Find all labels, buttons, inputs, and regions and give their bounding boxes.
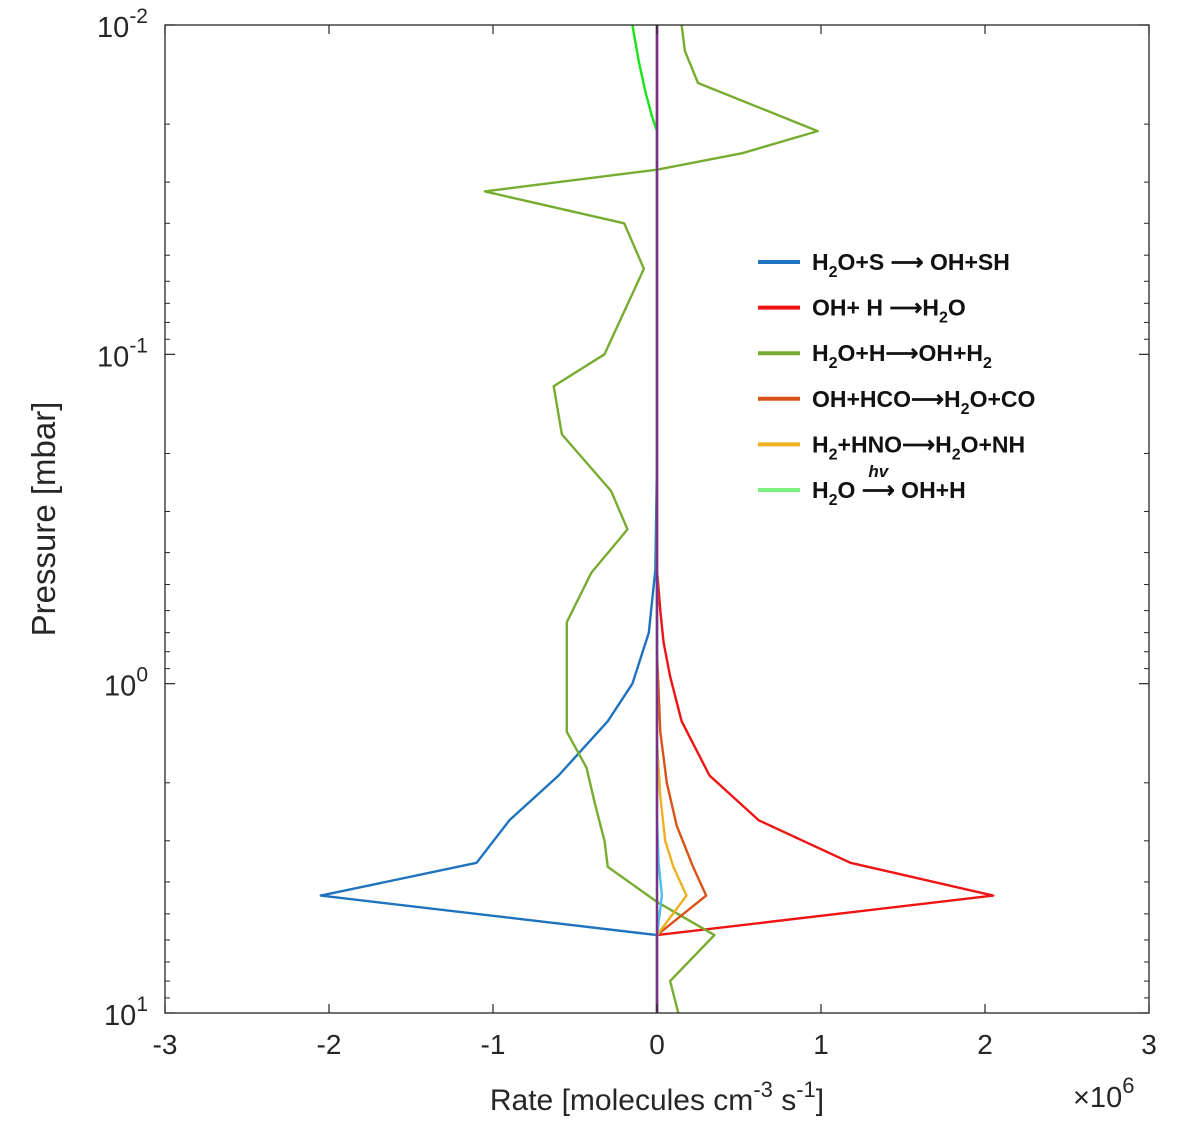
legend-part-4-0: H xyxy=(812,431,829,457)
y-tick-label-2: 100 xyxy=(104,664,148,703)
y-tick-label-3: 101 xyxy=(104,993,148,1032)
legend-part-1-4: O xyxy=(948,295,966,321)
legend-label-1: OH+ H ⟶H2O xyxy=(812,295,966,327)
legend-part-4-6: O+NH xyxy=(961,431,1026,457)
legend-part-0-2: O+S xyxy=(838,249,891,275)
legend-part-0-0: H xyxy=(812,249,829,275)
legend-part-1-3: 2 xyxy=(939,310,948,327)
legend-part-5-4: OH+H xyxy=(895,477,966,503)
y-tick-base-2: 10 xyxy=(104,671,136,703)
legend-part-3-3: 2 xyxy=(961,401,970,418)
legend-part-4-5: 2 xyxy=(952,446,961,463)
y-axis-label: Pressure [mbar] xyxy=(25,402,62,637)
y-tick-exp-1: -1 xyxy=(129,334,148,357)
x-multiplier-base: ×10 xyxy=(1073,1082,1122,1114)
legend-label-5: H2O ⟶ OH+H xyxy=(812,477,966,509)
x-multiplier: ×106 xyxy=(1073,1073,1134,1114)
legend-part-3-2: H xyxy=(944,386,961,412)
y-tick-base-3: 10 xyxy=(104,1000,136,1032)
legend-part-2-1: 2 xyxy=(829,355,838,372)
x-label-sup2: -1 xyxy=(796,1077,816,1102)
x-label-mid: s xyxy=(773,1084,796,1117)
legend-part-5-0: H xyxy=(812,477,829,503)
legend-part-1-0: OH+ H xyxy=(812,295,889,321)
y-tick-exp-2: 0 xyxy=(136,664,148,687)
y-tick-exp-3: 1 xyxy=(136,993,148,1016)
legend-part-0-1: 2 xyxy=(829,264,838,281)
x-tick-label-6: 3 xyxy=(1141,1029,1157,1060)
legend-part-4-2: +HNO xyxy=(838,431,903,457)
legend-part-2-0: H xyxy=(812,340,829,366)
legend-part-1-2: H xyxy=(922,295,939,321)
legend-label-2: H2O+H⟶OH+H2 xyxy=(812,340,992,372)
legend-label-0: H2O+S ⟶ OH+SH xyxy=(812,249,1010,281)
x-axis-label: Rate [molecules cm-3 s-1] xyxy=(490,1077,824,1117)
series-layer xyxy=(319,24,995,1014)
series-line-0 xyxy=(319,25,659,1013)
legend-part-4-1: 2 xyxy=(829,446,838,463)
x-tick-label-3: 0 xyxy=(649,1029,665,1060)
legend-part-1-1: ⟶ xyxy=(889,295,922,321)
y-tick-label-0: 10-2 xyxy=(97,5,148,44)
legend-part-3-4: O+CO xyxy=(970,386,1036,412)
legend-part-5-3: ⟶ xyxy=(862,477,895,503)
x-tick-label-0: -3 xyxy=(153,1029,178,1060)
x-tick-label-5: 2 xyxy=(977,1029,993,1060)
legend-label-3: OH+HCO⟶H2O+CO xyxy=(812,386,1035,418)
y-tick-base-1: 10 xyxy=(97,341,129,373)
legend-part-2-5: 2 xyxy=(983,355,992,372)
x-label-post: ] xyxy=(816,1084,824,1117)
legend-label-4: H2+HNO⟶H2O+NH xyxy=(812,431,1025,463)
legend-part-0-4: OH+SH xyxy=(924,249,1010,275)
legend-part-3-0: OH+HCO xyxy=(812,386,911,412)
x-label-pre: Rate [molecules cm xyxy=(490,1084,753,1117)
x-multiplier-exp: 6 xyxy=(1122,1073,1134,1098)
y-tick-base-0: 10 xyxy=(97,12,129,44)
series-line-1 xyxy=(655,25,995,1013)
x-tick-label-4: 1 xyxy=(813,1029,829,1060)
legend-part-2-4: OH+H xyxy=(918,340,983,366)
legend-hv-label: hv xyxy=(868,462,889,481)
legend-part-5-2: O xyxy=(838,477,862,503)
x-tick-label-1: -2 xyxy=(317,1029,342,1060)
y-tick-label-1: 10-1 xyxy=(97,334,148,373)
x-label-sup1: -3 xyxy=(753,1077,773,1102)
legend-part-4-4: H xyxy=(935,431,952,457)
series-line-2 xyxy=(483,24,819,1014)
legend-part-2-2: O+H xyxy=(838,340,886,366)
legend-part-3-1: ⟶ xyxy=(911,386,944,412)
legend-part-5-1: 2 xyxy=(829,492,838,509)
x-tick-label-2: -1 xyxy=(481,1029,506,1060)
y-tick-exp-0: -2 xyxy=(129,5,148,28)
legend-part-4-3: ⟶ xyxy=(902,431,935,457)
legend-part-0-3: ⟶ xyxy=(891,249,924,275)
legend-part-2-3: ⟶ xyxy=(885,340,918,366)
